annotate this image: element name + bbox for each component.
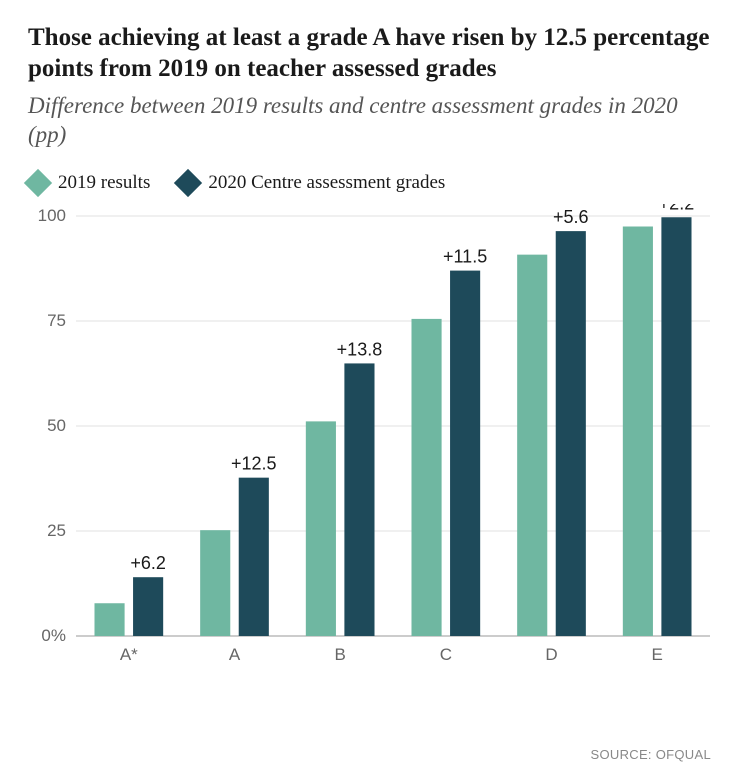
bar (306, 422, 336, 637)
legend-item-2020: 2020 Centre assessment grades (178, 172, 445, 194)
delta-label: +6.2 (130, 553, 166, 573)
bar (517, 255, 547, 636)
y-tick-label: 75 (47, 311, 66, 330)
legend: 2019 results 2020 Centre assessment grad… (28, 172, 711, 194)
bar (239, 478, 269, 636)
y-tick-label: 0% (41, 626, 66, 645)
bar (200, 530, 230, 636)
x-tick-label: C (440, 645, 452, 664)
delta-label: +5.6 (553, 207, 589, 227)
legend-label: 2020 Centre assessment grades (208, 172, 445, 194)
delta-label: +13.8 (337, 340, 383, 360)
bar (450, 271, 480, 636)
bar (133, 577, 163, 636)
x-tick-label: D (545, 645, 557, 664)
legend-item-2019: 2019 results (28, 172, 150, 194)
bar (94, 604, 124, 637)
x-tick-label: A* (120, 645, 138, 664)
diamond-icon (174, 169, 202, 197)
bar (344, 364, 374, 637)
bar-chart: 0% 25 50 75 100 +6.2 A* +12.5 A +13.8 B +11.5 C +5.6 D… (30, 204, 710, 674)
delta-label: +12.5 (231, 454, 277, 474)
legend-label: 2019 results (58, 172, 150, 194)
bar (556, 231, 586, 636)
bar (623, 227, 653, 637)
x-tick-label: A (229, 645, 241, 664)
x-tick-label: B (334, 645, 345, 664)
source-attribution: SOURCE: OFQUAL (591, 747, 712, 762)
delta-label: +11.5 (443, 247, 487, 267)
chart-title: Those achieving at least a grade A have … (28, 22, 711, 85)
bar (411, 319, 441, 636)
y-tick-label: 100 (38, 206, 66, 225)
delta-label: +2.2 (659, 204, 695, 213)
x-tick-label: E (651, 645, 662, 664)
chart-subtitle: Difference between 2019 results and cent… (28, 91, 711, 151)
y-tick-label: 50 (47, 416, 66, 435)
bar (661, 218, 691, 637)
diamond-icon (24, 169, 52, 197)
y-tick-label: 25 (47, 521, 66, 540)
chart-svg: 0% 25 50 75 100 +6.2 A* +12.5 A +13.8 B +11.5 C +5.6 D… (30, 204, 710, 674)
